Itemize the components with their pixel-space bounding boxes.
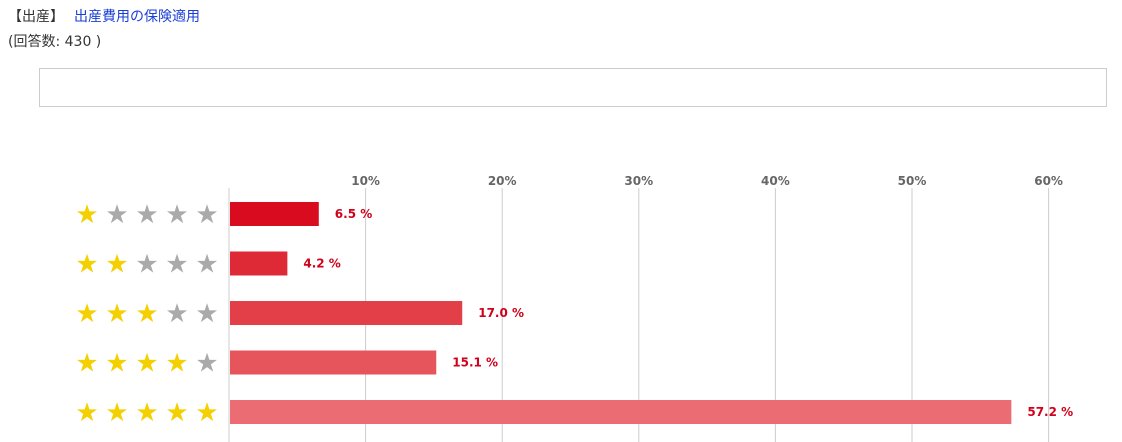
star-empty-icon: ★ <box>165 250 188 280</box>
star-empty-icon: ★ <box>195 299 218 329</box>
star-filled-icon: ★ <box>75 398 98 428</box>
bar <box>230 350 437 375</box>
star-filled-icon: ★ <box>75 349 98 379</box>
star-empty-icon: ★ <box>135 200 158 230</box>
star-empty-icon: ★ <box>165 299 188 329</box>
star-filled-icon: ★ <box>105 299 128 329</box>
star-filled-icon: ★ <box>135 299 158 329</box>
star-filled-icon: ★ <box>105 398 128 428</box>
star-filled-icon: ★ <box>135 349 158 379</box>
star-empty-icon: ★ <box>165 200 188 230</box>
x-tick-label: 30% <box>624 174 653 188</box>
bar <box>230 400 1012 424</box>
star-filled-icon: ★ <box>105 349 128 379</box>
respondent-count: (回答数: 430 ) <box>8 34 102 50</box>
question-title-link[interactable]: 出産費用の保険適用 <box>74 9 200 25</box>
star-filled-icon: ★ <box>75 299 98 329</box>
category-label: 【出産】 <box>8 9 64 25</box>
star-filled-icon: ★ <box>165 349 188 379</box>
x-tick-label: 20% <box>488 174 517 188</box>
x-tick-label: 50% <box>898 174 927 188</box>
x-tick-label: 60% <box>1034 174 1063 188</box>
star-empty-icon: ★ <box>195 200 218 230</box>
bar <box>230 202 319 226</box>
bar-value-label: 4.2 % <box>303 257 340 271</box>
bar-value-label: 17.0 % <box>478 306 524 320</box>
star-empty-icon: ★ <box>195 250 218 280</box>
star-filled-icon: ★ <box>165 398 188 428</box>
bar <box>230 301 463 325</box>
star-empty-icon: ★ <box>105 200 128 230</box>
comment-box <box>39 68 1107 107</box>
star-empty-icon: ★ <box>135 250 158 280</box>
x-tick-label: 40% <box>761 174 790 188</box>
star-empty-icon: ★ <box>195 349 218 379</box>
star-filled-icon: ★ <box>75 250 98 280</box>
x-tick-label: 10% <box>351 174 380 188</box>
star-filled-icon: ★ <box>135 398 158 428</box>
bar-value-label: 6.5 % <box>335 207 372 221</box>
bar <box>230 251 288 276</box>
star-filled-icon: ★ <box>105 250 128 280</box>
star-filled-icon: ★ <box>75 200 98 230</box>
star-filled-icon: ★ <box>195 398 218 428</box>
question-header: 【出産】 出産費用の保険適用 <box>8 7 200 27</box>
bar-value-label: 15.1 % <box>452 356 498 370</box>
bar-value-label: 57.2 % <box>1027 405 1073 419</box>
rating-bar-chart: 10% 20% 30% 40% 50% 60%★ ★ ★ ★ ★ 6.5 %★ ★ ★ ★ ★ 4.2 %★ ★… <box>75 174 1073 442</box>
